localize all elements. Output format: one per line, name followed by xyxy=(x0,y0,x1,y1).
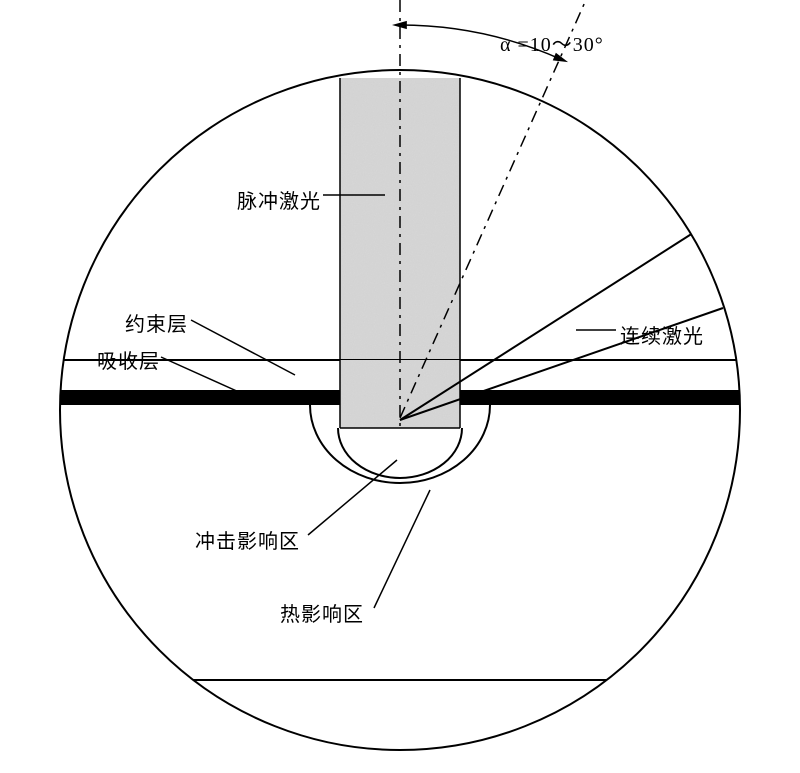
heat-zone-label: 热影响区 xyxy=(280,598,364,627)
impact-zone-label: 冲击影响区 xyxy=(195,525,300,554)
angle-label: α =10～30° xyxy=(500,28,604,57)
continuous-laser-label: 连续激光 xyxy=(620,320,704,349)
diagram-canvas xyxy=(0,0,800,773)
absorb-layer-label: 吸收层 xyxy=(97,345,160,374)
constraint-layer-label: 约束层 xyxy=(125,308,188,337)
pulse-laser-label: 脉冲激光 xyxy=(237,185,321,214)
